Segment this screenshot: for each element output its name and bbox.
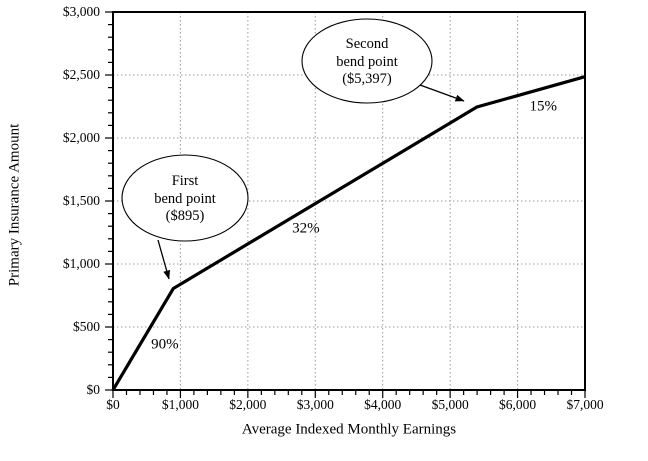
callout-first-bend-point: First bend point ($895) — [154, 173, 216, 226]
data-line-layer — [111, 75, 586, 391]
x-tick-label: $1,000 — [161, 397, 199, 412]
pia-benefit-line — [111, 75, 586, 391]
callout-text-line: ($895) — [165, 207, 205, 224]
y-tick-label: $1,000 — [62, 256, 100, 271]
gridlines-layer — [113, 12, 585, 390]
y-tick-label: $3,000 — [62, 4, 100, 19]
y-tick-label: $1,500 — [62, 193, 100, 208]
x-tick-label: $4,000 — [364, 397, 402, 412]
axis-ticks-layer — [105, 11, 586, 398]
callout-text-line: Second — [345, 35, 389, 52]
callout-ellipse-second-bend — [301, 18, 433, 104]
x-axis-title: Average Indexed Monthly Earnings — [241, 421, 457, 438]
x-tick-label: $3,000 — [296, 397, 334, 412]
callout-ellipse-first-bend — [121, 154, 249, 242]
plot-frame — [112, 11, 586, 391]
callout-shapes-layer — [121, 18, 465, 280]
x-tick-label: $6,000 — [499, 397, 537, 412]
callout-text-line: bend point — [336, 53, 398, 70]
x-tick-label: $5,000 — [431, 397, 469, 412]
callout-text-line: bend point — [154, 190, 216, 207]
x-tick-label: $2,000 — [229, 397, 267, 412]
y-tick-label: $500 — [73, 319, 100, 334]
y-tick-label: $2,000 — [62, 130, 100, 145]
callout-text-line: ($5,397) — [342, 70, 392, 87]
callout-arrow-second-bend — [419, 84, 465, 102]
x-tick-label: $7,000 — [566, 397, 604, 412]
y-tick-label: $2,500 — [62, 67, 100, 82]
x-tick-label: $0 — [106, 397, 120, 412]
y-axis-title: Primary Insurance Amount — [6, 123, 23, 287]
callout-arrow-first-bend — [157, 239, 171, 280]
plot-frame-layer — [112, 11, 586, 391]
callout-second-bend-point: Second bend point ($5,397) — [336, 36, 398, 89]
segment-rate-label-90: 90% — [151, 336, 179, 353]
segment-rate-label-32: 32% — [292, 220, 320, 237]
callout-text-line: First — [171, 172, 199, 189]
y-tick-label: $0 — [86, 382, 101, 397]
segment-rate-label-15: 15% — [529, 98, 557, 115]
